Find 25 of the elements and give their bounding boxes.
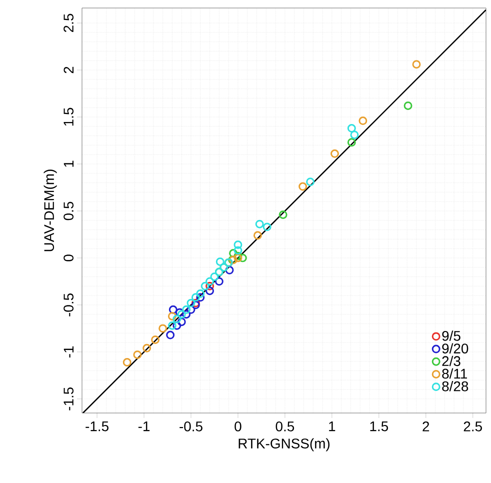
x-tick-label: 2 xyxy=(422,421,430,432)
x-tick-label: 1.5 xyxy=(370,422,388,432)
y-tick-label: 1.5 xyxy=(64,108,74,126)
x-tick-label: -1.5 xyxy=(86,422,108,432)
legend-label: 2/3 xyxy=(442,356,460,366)
x-tick-label: 0.5 xyxy=(276,421,294,432)
y-tick-label: -0.5 xyxy=(64,294,74,316)
y-tick-label: 0.5 xyxy=(64,202,74,220)
y-tick-label: 1 xyxy=(64,160,74,167)
x-tick-label: 0 xyxy=(234,421,242,432)
legend-label: 9/20 xyxy=(442,343,468,354)
y-tick-label: 2 xyxy=(64,66,74,74)
legend-label: 8/28 xyxy=(442,381,468,392)
x-axis-title: RTK-GNSS(m) xyxy=(238,438,330,452)
legend-label: 9/5 xyxy=(442,330,460,341)
x-tick-label: 2.5 xyxy=(464,421,482,432)
y-tick-label: 0 xyxy=(64,254,74,262)
legend-label: 8/11 xyxy=(442,368,467,379)
x-tick-label: -1 xyxy=(138,422,150,432)
y-tick-label: -1.5 xyxy=(64,387,74,410)
y-tick-label: -1 xyxy=(64,346,74,358)
y-tick-label: 2.5 xyxy=(64,14,74,32)
y-axis-title: UAV-DEM(m) xyxy=(44,170,57,252)
x-tick-label: 1 xyxy=(329,422,336,432)
x-tick-label: -0.5 xyxy=(180,421,202,432)
